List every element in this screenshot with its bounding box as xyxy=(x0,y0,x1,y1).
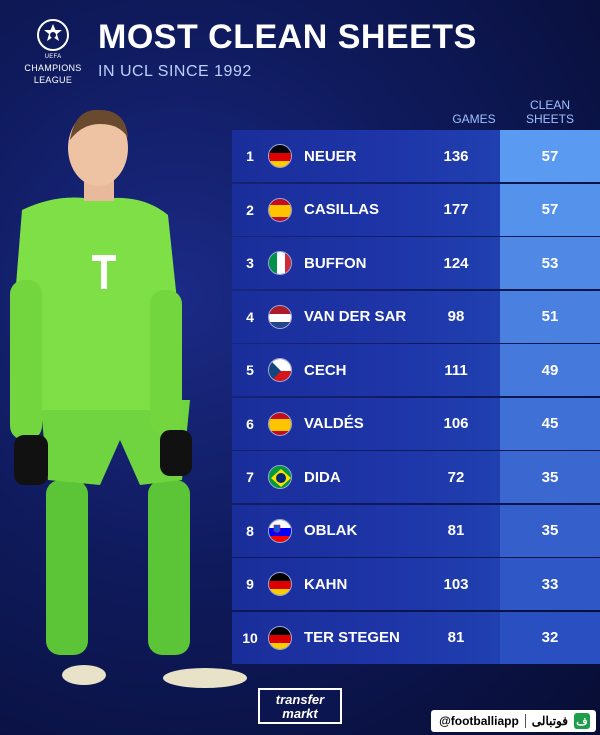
rank: 9 xyxy=(246,576,254,592)
page-title: MOST CLEAN SHEETS xyxy=(98,18,477,56)
app-icon: ف xyxy=(574,713,590,729)
czech-flag-icon xyxy=(268,358,292,382)
row-info: 9 KAHN 103 xyxy=(232,558,500,610)
games-value: 177 xyxy=(443,201,469,218)
starball-icon xyxy=(37,19,69,51)
clean-sheets-value: 32 xyxy=(500,611,600,664)
table-row: 1 NEUER 136 57 xyxy=(232,130,600,182)
row-info: 2 CASILLAS 177 xyxy=(232,183,500,236)
player-name: CASILLAS xyxy=(304,201,379,218)
clean-sheets-value: 57 xyxy=(500,130,600,182)
rank: 10 xyxy=(242,629,258,646)
brazil-flag-icon xyxy=(268,465,292,489)
clean-sheets-value: 45 xyxy=(500,397,600,450)
row-info: 3 BUFFON 124 xyxy=(232,237,500,289)
row-info: 4 VAN DER SAR 98 xyxy=(232,290,500,343)
row-info: 10 TER STEGEN 81 xyxy=(232,611,500,664)
table-row: 7 DIDA 72 35 xyxy=(232,451,600,503)
row-info: 5 CECH 111 xyxy=(232,344,500,396)
rank: 7 xyxy=(246,469,254,485)
table-row: 5 CECH 111 49 xyxy=(232,344,600,396)
logo-line-2: LEAGUE xyxy=(33,75,73,85)
transfermarkt-logo: transfer markt xyxy=(258,688,342,724)
clean-sheets-value: 51 xyxy=(500,290,600,343)
table-row: 8 OBLAK 81 35 xyxy=(232,504,600,557)
social-handle-badge: @footballiapp فوتبالی ف xyxy=(431,710,596,732)
player-name: NEUER xyxy=(304,147,357,165)
page-subtitle: IN UCL SINCE 1992 xyxy=(98,63,252,80)
player-name: VALDÉS xyxy=(304,415,364,432)
player-name: CECH xyxy=(304,361,347,379)
table-row: 3 BUFFON 124 53 xyxy=(232,237,600,289)
row-info: 7 DIDA 72 xyxy=(232,451,500,503)
champions-league-logo: UEFA CHAMPIONS LEAGUE xyxy=(14,18,92,85)
netherlands-flag-icon xyxy=(268,304,292,329)
player-name: TER STEGEN xyxy=(304,629,400,646)
table-row: 2 CASILLAS 177 57 xyxy=(232,183,600,236)
clean-sheets-value: 49 xyxy=(500,344,600,396)
spain-flag-icon xyxy=(268,411,292,436)
rank: 5 xyxy=(246,362,254,378)
italy-flag-icon xyxy=(268,251,292,275)
clean-sheets-column-header: CLEAN SHEETS xyxy=(512,98,588,126)
rank: 3 xyxy=(246,255,254,271)
rank: 4 xyxy=(246,308,254,325)
games-value: 81 xyxy=(447,629,465,646)
games-value: 72 xyxy=(447,468,465,486)
rank: 2 xyxy=(246,201,254,218)
logo-small-text: UEFA xyxy=(44,54,62,60)
player-name: KAHN xyxy=(304,575,348,593)
footer: transfer markt @footballiapp فوتبالی ف xyxy=(0,680,600,735)
table-row: 9 KAHN 103 33 xyxy=(232,558,600,610)
row-info: 1 NEUER 136 xyxy=(232,130,500,182)
divider xyxy=(524,714,526,728)
spain-flag-icon xyxy=(268,197,292,222)
brand-line-1: transfer xyxy=(275,692,325,707)
games-value: 124 xyxy=(443,254,469,272)
table-row: 6 VALDÉS 106 45 xyxy=(232,397,600,450)
player-name: BUFFON xyxy=(304,254,367,272)
table-row: 10 TER STEGEN 81 32 xyxy=(232,611,600,664)
games-value: 106 xyxy=(443,415,469,432)
app-name: فوتبالی xyxy=(531,714,568,728)
goalkeeper-photo xyxy=(0,100,270,695)
clean-sheets-value: 57 xyxy=(500,183,600,236)
slovenia-flag-icon xyxy=(268,518,292,543)
logo-line-1: CHAMPIONS xyxy=(24,63,82,73)
games-column-header: GAMES xyxy=(452,112,496,126)
row-info: 8 OBLAK 81 xyxy=(232,504,500,557)
games-value: 111 xyxy=(444,361,468,379)
germany-flag-icon xyxy=(268,144,292,168)
games-value: 98 xyxy=(447,308,465,325)
clean-sheets-value: 53 xyxy=(500,237,600,289)
clean-sheets-table: GAMES CLEAN SHEETS 1 NEUER 136 57 2 CASILLAS 1… xyxy=(232,98,600,665)
games-value: 136 xyxy=(443,147,469,165)
row-info: 6 VALDÉS 106 xyxy=(232,397,500,450)
clean-sheets-header-line-1: CLEAN xyxy=(529,98,570,112)
rank: 1 xyxy=(246,148,254,164)
clean-sheets-value: 35 xyxy=(500,504,600,557)
player-name: VAN DER SAR xyxy=(304,308,407,325)
player-name: DIDA xyxy=(304,468,341,486)
rank: 6 xyxy=(246,415,254,432)
brand-line-2: markt xyxy=(282,706,318,721)
rank: 8 xyxy=(246,522,254,539)
clean-sheets-value: 33 xyxy=(500,558,600,610)
player-name: OBLAK xyxy=(304,522,358,539)
clean-sheets-header-line-2: SHEETS xyxy=(525,112,574,126)
games-value: 103 xyxy=(443,575,469,593)
germany-flag-icon xyxy=(268,625,292,650)
games-value: 81 xyxy=(447,522,465,539)
header: UEFA CHAMPIONS LEAGUE MOST CLEAN SHEETS … xyxy=(0,0,600,100)
germany-flag-icon xyxy=(268,572,292,596)
clean-sheets-value: 35 xyxy=(500,451,600,503)
table-row: 4 VAN DER SAR 98 51 xyxy=(232,290,600,343)
social-handle: @footballiapp xyxy=(439,714,519,728)
